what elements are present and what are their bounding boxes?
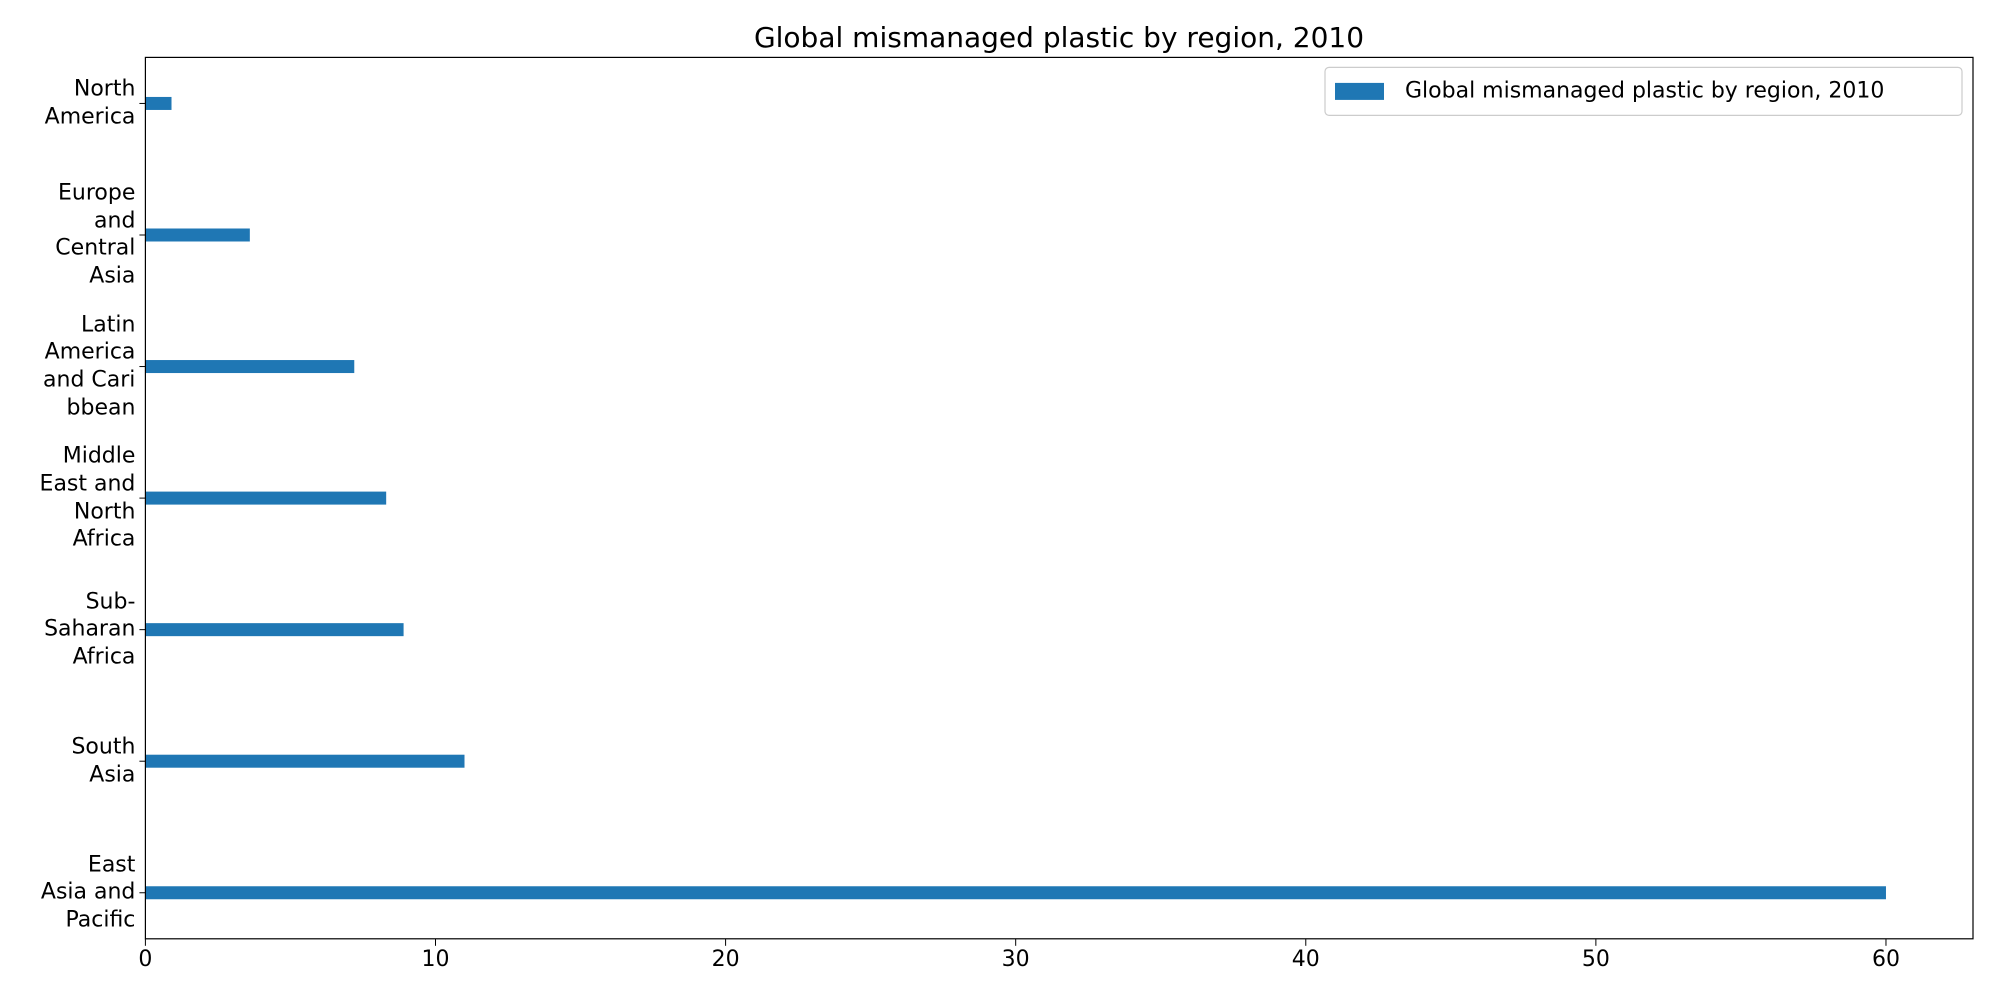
y-tick-label: Latin America and Cari bbean <box>43 312 136 421</box>
bar <box>145 228 250 242</box>
bar <box>145 96 172 110</box>
x-tick-label: 40 <box>1292 947 1320 972</box>
legend-box <box>1324 66 1963 117</box>
bar <box>145 491 387 505</box>
x-tick-label: 20 <box>712 947 740 972</box>
y-tick-label: Middle East and North Africa <box>39 443 136 552</box>
bar <box>145 360 355 374</box>
legend-swatch <box>1335 82 1384 100</box>
bar <box>145 623 404 637</box>
y-tick-label: Europe and Central Asia <box>55 180 136 289</box>
plot-frame <box>144 56 1974 940</box>
y-tick-label: East Asia and Pacific <box>40 852 136 933</box>
legend-label: Global mismanaged plastic by region, 201… <box>1405 78 1884 103</box>
x-tick-label: 30 <box>1002 947 1030 972</box>
y-tick-label: Sub- Saharan Africa <box>44 589 136 670</box>
bar <box>145 886 1886 900</box>
bar <box>145 754 465 768</box>
x-tick-label: 0 <box>138 947 152 972</box>
y-tick-label: North America <box>44 76 136 130</box>
y-tick-label: South Asia <box>71 734 136 788</box>
x-tick-label: 60 <box>1872 947 1900 972</box>
chart-title: Global mismanaged plastic by region, 201… <box>754 21 1364 54</box>
x-tick-label: 10 <box>421 947 449 972</box>
x-tick-label: 50 <box>1582 947 1610 972</box>
